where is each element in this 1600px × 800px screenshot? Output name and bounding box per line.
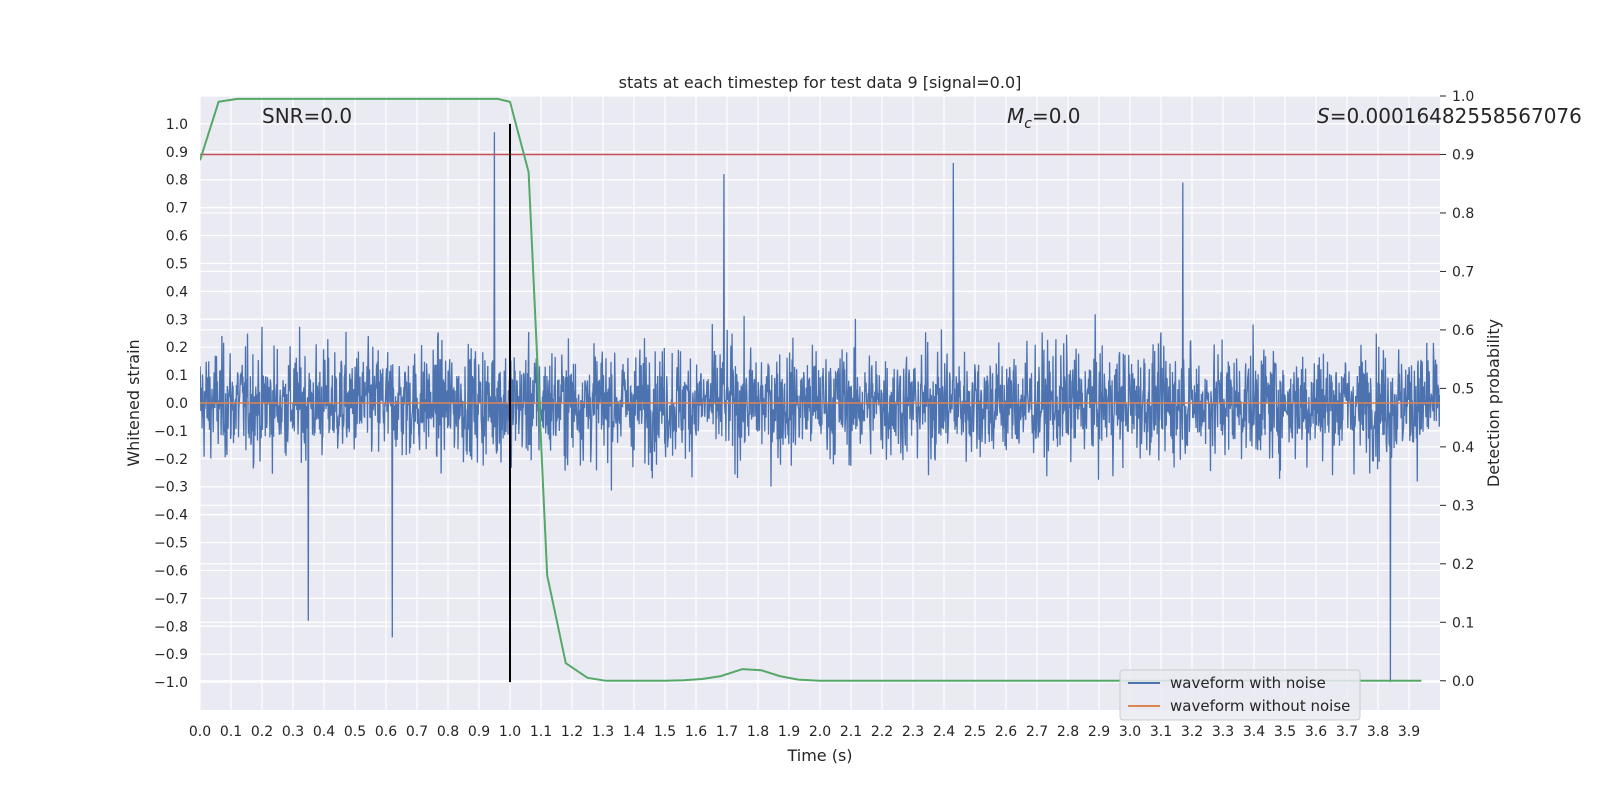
x-tick-label: 3.0: [1119, 724, 1141, 740]
y-tick-label: 0.0: [166, 396, 188, 412]
y2-axis-label: Detection probability: [1484, 319, 1503, 487]
x-tick-label: 2.3: [902, 724, 924, 740]
y-tick-label: −1.0: [154, 675, 188, 691]
x-tick-label: 3.9: [1398, 724, 1420, 740]
legend: waveform with noise waveform without noi…: [1119, 669, 1361, 721]
x-tick-label: 2.9: [1088, 724, 1110, 740]
snr-annotation: SNR=0.0: [262, 104, 352, 128]
x-tick-label: 0.7: [406, 724, 428, 740]
x-tick-label: 2.4: [933, 724, 955, 740]
y-tick-label: −0.6: [154, 563, 188, 579]
y2-tick-label: 0.0: [1452, 674, 1474, 690]
s-statistic-annotation: S=0.00016482558567076: [1317, 104, 1582, 128]
x-tick-label: 0.9: [468, 724, 490, 740]
y2-tick-label: 0.3: [1452, 498, 1474, 514]
y2-tick-label: 0.9: [1452, 147, 1474, 163]
x-tick-label: 2.1: [840, 724, 862, 740]
y-tick-label: −0.7: [154, 591, 188, 607]
y-tick-label: −0.9: [154, 647, 188, 663]
y-tick-label: 0.8: [166, 173, 188, 189]
y-tick-label: −0.5: [154, 536, 188, 552]
y2-tick-label: 0.6: [1452, 323, 1474, 339]
y2-tick-label: 0.5: [1452, 381, 1474, 397]
x-tick-label: 0.5: [344, 724, 366, 740]
x-tick-label: 0.6: [375, 724, 397, 740]
y2-axis-ticks: 0.0 0.1 0.2 0.3 0.4 0.5 0.6 0.7 0.8 0.9 1.0: [1440, 89, 1474, 690]
y-tick-label: 0.1: [166, 368, 188, 384]
x-tick-label: 1.7: [716, 724, 738, 740]
chirp-mass-annotation: Mc=0.0: [1007, 104, 1081, 132]
y2-tick-label: 1.0: [1452, 89, 1474, 105]
y2-tick-label: 0.2: [1452, 557, 1474, 573]
y-tick-label: 0.5: [166, 256, 188, 272]
y-tick-label: −0.3: [154, 480, 188, 496]
x-axis-label: Time (s): [786, 746, 852, 765]
x-tick-label: 2.5: [964, 724, 986, 740]
x-tick-label: 1.1: [530, 724, 552, 740]
y-axis-label: Whitened strain: [124, 339, 143, 466]
series-detection-probability: [200, 97, 1422, 682]
x-tick-label: 0.0: [189, 724, 211, 740]
legend-box: [1119, 669, 1361, 721]
x-tick-label: 1.0: [499, 724, 521, 740]
x-tick-label: 0.1: [220, 724, 242, 740]
x-tick-label: 0.3: [282, 724, 304, 740]
x-tick-label: 1.3: [592, 724, 614, 740]
y2-tick-label: 0.7: [1452, 264, 1474, 280]
x-tick-label: 1.8: [747, 724, 769, 740]
y2-tick-label: 0.8: [1452, 206, 1474, 222]
x-tick-label: 1.6: [685, 724, 707, 740]
x-tick-label: 2.0: [809, 724, 831, 740]
y-tick-label: −0.8: [154, 619, 188, 635]
legend-label-clean: waveform without noise: [1170, 697, 1350, 715]
x-tick-label: 3.1: [1150, 724, 1172, 740]
x-tick-label: 1.5: [654, 724, 676, 740]
x-tick-label: 3.7: [1336, 724, 1358, 740]
y2-tick-label: 0.4: [1452, 440, 1474, 456]
y-axis-ticks: −1.0 −0.9 −0.8 −0.7 −0.6 −0.5 −0.4 −0.3 −0.2 −0.1…: [154, 117, 188, 691]
x-tick-label: 1.2: [561, 724, 583, 740]
x-tick-label: 3.6: [1305, 724, 1327, 740]
x-tick-label: 0.2: [251, 724, 273, 740]
x-tick-label: 1.9: [778, 724, 800, 740]
x-tick-label: 3.8: [1367, 724, 1389, 740]
y-tick-label: 0.9: [166, 145, 188, 161]
x-tick-label: 3.3: [1212, 724, 1234, 740]
x-tick-label: 3.5: [1274, 724, 1296, 740]
x-tick-label: 0.8: [437, 724, 459, 740]
x-tick-label: 2.7: [1026, 724, 1048, 740]
x-tick-label: 3.4: [1243, 724, 1265, 740]
y-tick-label: −0.2: [154, 452, 188, 468]
y-tick-label: 0.2: [166, 340, 188, 356]
x-tick-label: 0.4: [313, 724, 335, 740]
legend-label-noisy: waveform with noise: [1170, 674, 1326, 692]
x-tick-label: 3.2: [1181, 724, 1203, 740]
x-tick-label: 2.2: [871, 724, 893, 740]
x-axis-ticks: 0.0 0.1 0.2 0.3 0.4 0.5 0.6 0.7 0.8 0.9 1.0 1.1 1.2 1…: [189, 724, 1420, 740]
y-tick-label: 0.3: [166, 312, 188, 328]
y2-tick-label: 0.1: [1452, 615, 1474, 631]
y-tick-label: 0.4: [166, 284, 188, 300]
series-waveform-with-noise: [200, 132, 1440, 683]
y-tick-label: 0.6: [166, 229, 188, 245]
x-tick-label: 1.4: [623, 724, 645, 740]
y-tick-label: 1.0: [166, 117, 188, 133]
x-tick-label: 2.6: [995, 724, 1017, 740]
x-tick-label: 2.8: [1057, 724, 1079, 740]
y-tick-label: −0.4: [154, 508, 188, 524]
chart-title: stats at each timestep for test data 9 […: [619, 73, 1022, 92]
y-tick-label: −0.1: [154, 424, 188, 440]
y-tick-label: 0.7: [166, 201, 188, 217]
